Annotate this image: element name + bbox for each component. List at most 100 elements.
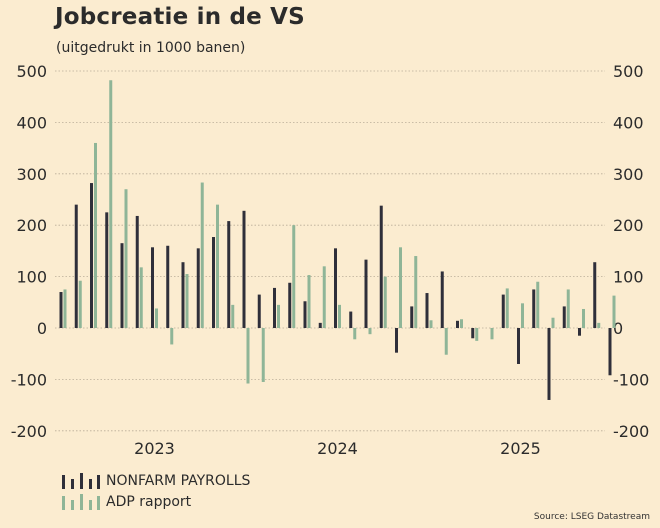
y-tick-label-right: 500: [613, 62, 644, 81]
bar-nonfarm: [379, 205, 383, 328]
y-tick-label-right: -200: [613, 422, 649, 441]
y-tick-label-right: 0: [613, 319, 623, 338]
bar-nonfarm: [517, 328, 520, 364]
bar-adp: [551, 317, 555, 328]
bar-adp: [94, 142, 97, 328]
y-tick-label-left: 100: [16, 268, 47, 287]
bar-adp: [292, 225, 296, 328]
bar-adp: [63, 289, 67, 328]
bar-adp: [429, 320, 433, 328]
bar-nonfarm: [59, 292, 63, 328]
bar-nonfarm: [181, 262, 185, 328]
bar-adp: [216, 204, 219, 328]
bar-adp: [307, 275, 311, 328]
bar-adp: [124, 189, 128, 328]
bar-nonfarm: [425, 293, 429, 328]
bar-adp: [582, 308, 585, 328]
bar-adp: [170, 328, 174, 345]
legend-label-adp: ADP rapport: [106, 493, 192, 510]
bar-adp: [566, 289, 570, 328]
bar-nonfarm: [242, 210, 246, 328]
chart-subtitle: (uitgedrukt in 1000 banen): [56, 40, 246, 56]
bar-adp: [460, 319, 463, 328]
nonfarm-swatch-icon: [62, 472, 100, 489]
bar-nonfarm: [532, 289, 536, 328]
bar-nonfarm: [227, 221, 231, 328]
bar-nonfarm: [273, 287, 276, 328]
bar-nonfarm: [395, 328, 398, 353]
bar-nonfarm: [212, 237, 215, 328]
y-tick-label-left: 400: [16, 113, 47, 132]
bar-nonfarm: [608, 328, 612, 376]
bar-adp: [399, 247, 402, 328]
y-tick-label-right: 100: [613, 268, 644, 287]
bar-nonfarm: [547, 328, 551, 400]
x-tick-label: 2025: [500, 439, 541, 458]
y-tick-label-right: 300: [613, 165, 644, 184]
bar-nonfarm: [334, 248, 337, 328]
bar-nonfarm: [593, 262, 597, 328]
bar-adp: [383, 276, 387, 328]
bar-nonfarm: [257, 294, 261, 328]
bar-adp: [368, 328, 372, 335]
y-tick-label-right: 400: [613, 113, 644, 132]
adp-swatch-icon: [62, 493, 100, 510]
bar-nonfarm: [135, 215, 139, 328]
bar-adp: [475, 328, 479, 341]
bar-adp: [444, 328, 448, 355]
chart-title: Jobcreatie in de VS: [55, 4, 305, 30]
bar-adp: [139, 267, 143, 328]
bar-adp: [414, 256, 418, 328]
y-tick-label-left: 0: [37, 319, 47, 338]
bar-adp: [277, 304, 280, 328]
bar-nonfarm: [151, 247, 154, 328]
bar-adp: [231, 304, 235, 328]
chart-legend: NONFARM PAYROLLS ADP rapport: [62, 470, 250, 512]
bar-nonfarm: [74, 204, 78, 328]
y-tick-label-right: 200: [613, 216, 644, 235]
y-tick-label-left: -100: [11, 370, 47, 389]
source-note: Source: LSEG Datastream: [533, 512, 650, 522]
y-tick-label-left: 500: [16, 62, 47, 81]
bar-nonfarm: [578, 328, 581, 336]
bar-nonfarm: [288, 282, 292, 328]
legend-item-adp: ADP rapport: [62, 491, 250, 512]
bar-nonfarm: [303, 301, 307, 328]
legend-item-nonfarm: NONFARM PAYROLLS: [62, 470, 250, 491]
bar-adp: [185, 274, 189, 328]
bar-nonfarm: [318, 322, 322, 328]
bar-adp: [246, 328, 250, 384]
bar-adp: [490, 328, 494, 340]
y-tick-label-left: 200: [16, 216, 47, 235]
bar-nonfarm: [120, 243, 124, 328]
bar-adp: [521, 303, 524, 328]
bar-adp: [536, 281, 540, 328]
x-tick-label: 2023: [134, 439, 175, 458]
bar-adp: [505, 288, 509, 328]
bar-adp: [612, 295, 616, 328]
bar-adp: [78, 280, 82, 328]
bar-nonfarm: [440, 271, 444, 328]
bar-adp: [597, 322, 601, 328]
bar-adp: [109, 80, 113, 328]
bar-nonfarm: [471, 328, 475, 339]
y-tick-label-left: 300: [16, 165, 47, 184]
bar-adp: [353, 328, 357, 340]
bar-nonfarm: [456, 320, 459, 328]
x-tick-label: 2024: [317, 439, 358, 458]
bar-nonfarm: [364, 259, 368, 328]
bar-adp: [261, 328, 265, 382]
bar-nonfarm: [562, 306, 566, 328]
bar-adp: [155, 308, 158, 328]
bar-nonfarm: [410, 306, 414, 328]
y-tick-label-left: -200: [11, 422, 47, 441]
legend-label-nonfarm: NONFARM PAYROLLS: [106, 472, 251, 489]
bar-nonfarm: [105, 212, 109, 328]
bar-nonfarm: [90, 183, 93, 328]
bar-adp: [338, 304, 341, 328]
bar-adp: [200, 182, 204, 328]
y-tick-label-right: -100: [613, 370, 649, 389]
bar-adp: [322, 266, 326, 328]
bar-nonfarm: [166, 245, 170, 328]
